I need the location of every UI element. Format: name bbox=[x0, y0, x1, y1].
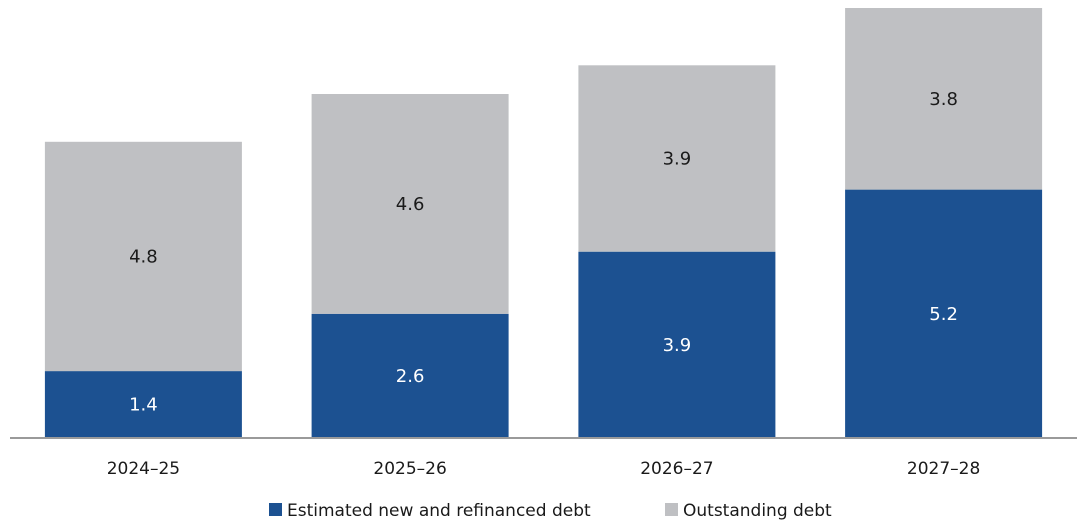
legend-swatch-new-debt bbox=[269, 503, 282, 516]
bar-segment-outstanding-debt-2 bbox=[578, 65, 776, 252]
bar-segment-new-debt-3 bbox=[845, 189, 1043, 438]
bar-segment-outstanding-debt-0 bbox=[44, 141, 242, 372]
data-label-outstanding-debt-1: 4.6 bbox=[396, 194, 425, 215]
x-tick-labels: 2024–25 2025–26 2026–27 2027–28 bbox=[107, 459, 981, 479]
data-label-new-debt-3: 5.2 bbox=[929, 304, 958, 325]
bar-segment-new-debt-2 bbox=[578, 251, 776, 438]
x-tick-label-2: 2026–27 bbox=[640, 459, 713, 479]
legend-label-new-debt: Estimated new and refinanced debt bbox=[287, 501, 591, 521]
data-label-new-debt-0: 1.4 bbox=[129, 395, 158, 416]
x-tick-label-1: 2025–26 bbox=[373, 459, 446, 479]
data-label-outstanding-debt-2: 3.9 bbox=[663, 149, 692, 170]
data-label-new-debt-1: 2.6 bbox=[396, 366, 425, 387]
bar-segment-new-debt-1 bbox=[311, 313, 509, 438]
data-label-outstanding-debt-3: 3.8 bbox=[929, 89, 958, 110]
legend-swatch-outstanding-debt bbox=[665, 503, 678, 516]
bars-layer bbox=[44, 8, 1043, 438]
data-label-new-debt-2: 3.9 bbox=[663, 335, 692, 356]
bar-segment-outstanding-debt-1 bbox=[311, 94, 509, 314]
x-tick-label-0: 2024–25 bbox=[107, 459, 180, 479]
legend: Estimated new and refinanced debt Outsta… bbox=[269, 501, 832, 521]
x-tick-label-3: 2027–28 bbox=[907, 459, 980, 479]
data-labels-layer: 1.4 4.8 2.6 4.6 3.9 3.9 5.2 3.8 bbox=[129, 89, 958, 416]
bar-segment-outstanding-debt-3 bbox=[845, 8, 1043, 190]
legend-label-outstanding-debt: Outstanding debt bbox=[683, 501, 832, 521]
data-label-outstanding-debt-0: 4.8 bbox=[129, 246, 158, 267]
bar-segment-new-debt-0 bbox=[44, 371, 242, 438]
